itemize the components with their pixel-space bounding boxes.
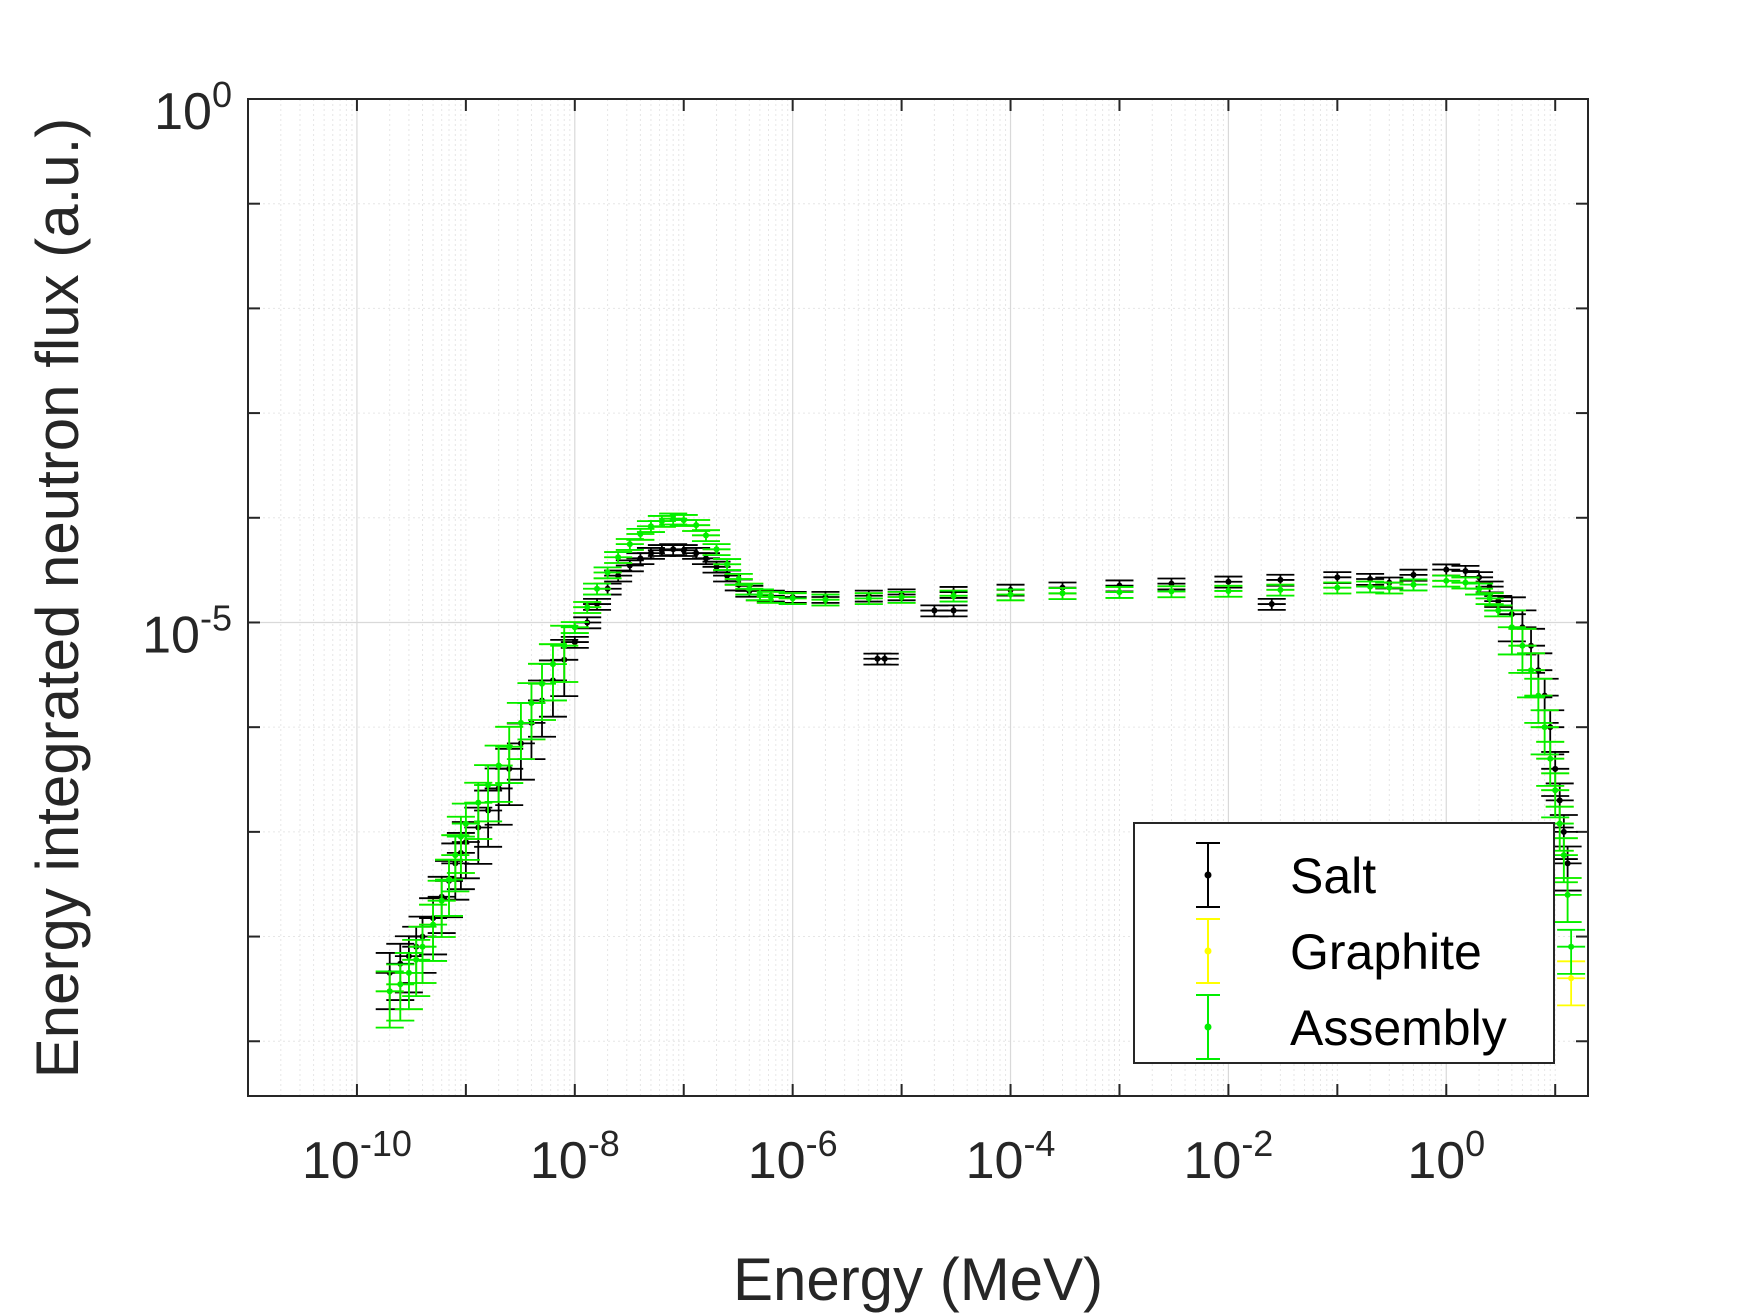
x-tick-label-exponent: -6 xyxy=(806,1123,838,1164)
data-point xyxy=(604,551,633,564)
data-point xyxy=(1257,597,1286,611)
x-tick-label: 10-10 xyxy=(302,1123,412,1190)
data-point xyxy=(1356,580,1385,594)
y-tick-label-exponent: -5 xyxy=(200,597,232,638)
x-tick-label-base: 10 xyxy=(302,1132,360,1190)
data-point xyxy=(573,601,602,614)
axis-ticks xyxy=(247,98,1588,1096)
data-point xyxy=(1266,583,1295,597)
x-tick-label-base: 10 xyxy=(748,1132,806,1190)
data-point xyxy=(434,858,463,917)
data-point xyxy=(811,593,840,607)
x-tick-label-exponent: -10 xyxy=(360,1123,412,1164)
data-point xyxy=(713,558,742,571)
plot-frame xyxy=(247,98,1589,1097)
data-point xyxy=(724,572,753,586)
data-point xyxy=(495,725,524,784)
data-point xyxy=(1475,592,1504,606)
data-point xyxy=(1432,574,1461,588)
y-tick-label: 100 xyxy=(154,74,232,141)
data-point xyxy=(538,643,567,702)
x-tick-label: 10-6 xyxy=(748,1123,838,1190)
data-point xyxy=(402,938,431,997)
x-tick-label-base: 10 xyxy=(1407,1132,1465,1190)
data-point xyxy=(691,529,720,543)
series-layer xyxy=(375,512,1586,1029)
data-point xyxy=(996,588,1025,602)
data-point xyxy=(1524,677,1553,724)
legend-label: Assembly xyxy=(1290,1000,1507,1056)
x-tick-label-exponent: -8 xyxy=(588,1123,620,1164)
data-point xyxy=(1214,584,1243,598)
legend-entry-graphite: Graphite xyxy=(1196,918,1482,984)
legend-entry-assembly: Assembly xyxy=(1196,994,1507,1060)
x-tick-label-base: 10 xyxy=(530,1132,588,1190)
data-point xyxy=(560,636,589,649)
x-tick-label-base: 10 xyxy=(1183,1132,1241,1190)
legend-label: Salt xyxy=(1290,848,1376,904)
legend-label: Graphite xyxy=(1290,924,1482,980)
x-tick-label: 10-4 xyxy=(966,1123,1056,1190)
data-point xyxy=(1536,740,1565,787)
data-point xyxy=(560,621,589,634)
x-tick-label-base: 10 xyxy=(966,1132,1024,1190)
data-point xyxy=(1530,709,1559,756)
x-tick-label: 10-2 xyxy=(1183,1123,1273,1190)
y-tick-label: 10-5 xyxy=(142,597,232,664)
x-tick-label-exponent: -4 xyxy=(1023,1123,1055,1164)
data-point xyxy=(583,582,612,596)
legend-items: Salt Graphite Assembly xyxy=(1196,842,1507,1060)
legend-marker-dot xyxy=(1204,871,1212,879)
y-tick-label-exponent: 0 xyxy=(212,74,232,115)
x-tick-label-exponent: -2 xyxy=(1241,1123,1273,1164)
data-point xyxy=(1541,772,1570,819)
y-axis-label: Energy integrated neutron flux (a.u.) xyxy=(24,118,91,1079)
data-point xyxy=(1557,928,1586,975)
data-point xyxy=(1399,578,1428,592)
data-point xyxy=(939,589,968,603)
data-point xyxy=(1553,877,1582,923)
y-tick-label-base: 10 xyxy=(154,83,212,141)
data-point xyxy=(446,815,475,874)
data-point xyxy=(375,970,404,1029)
y-tick-label-base: 10 xyxy=(142,606,200,664)
data-point xyxy=(451,802,480,861)
data-point xyxy=(1323,581,1352,595)
data-point xyxy=(394,952,423,1011)
data-point xyxy=(1048,587,1077,601)
data-point xyxy=(854,592,883,606)
series-assembly xyxy=(375,512,1586,1029)
legend-marker-dot xyxy=(1204,947,1212,955)
data-point xyxy=(593,566,622,580)
data-point xyxy=(550,624,579,683)
data-point xyxy=(778,592,807,606)
data-point xyxy=(1105,586,1134,599)
x-tick-label: 100 xyxy=(1407,1123,1485,1190)
legend: Salt Graphite Assembly xyxy=(1133,822,1555,1064)
legend-box xyxy=(1133,822,1555,1064)
x-axis-label: Energy (MeV) xyxy=(733,1246,1103,1313)
x-tick-labels: 10-10 10-8 10-6 10-4 10-2 100 xyxy=(302,1123,1485,1190)
data-point xyxy=(615,538,644,551)
data-point xyxy=(870,652,899,666)
data-point xyxy=(1356,572,1385,586)
x-tick-label: 10-8 xyxy=(530,1123,620,1190)
data-point xyxy=(939,604,968,618)
data-point xyxy=(1157,585,1186,599)
data-point xyxy=(756,590,785,604)
data-point xyxy=(626,527,655,541)
data-point xyxy=(887,590,916,604)
legend-marker-dot xyxy=(1204,1023,1212,1031)
data-point xyxy=(1375,581,1404,595)
data-point xyxy=(441,834,470,893)
x-tick-label-exponent: 0 xyxy=(1465,1123,1485,1164)
data-point xyxy=(702,543,731,557)
legend-entry-salt: Salt xyxy=(1196,842,1376,908)
